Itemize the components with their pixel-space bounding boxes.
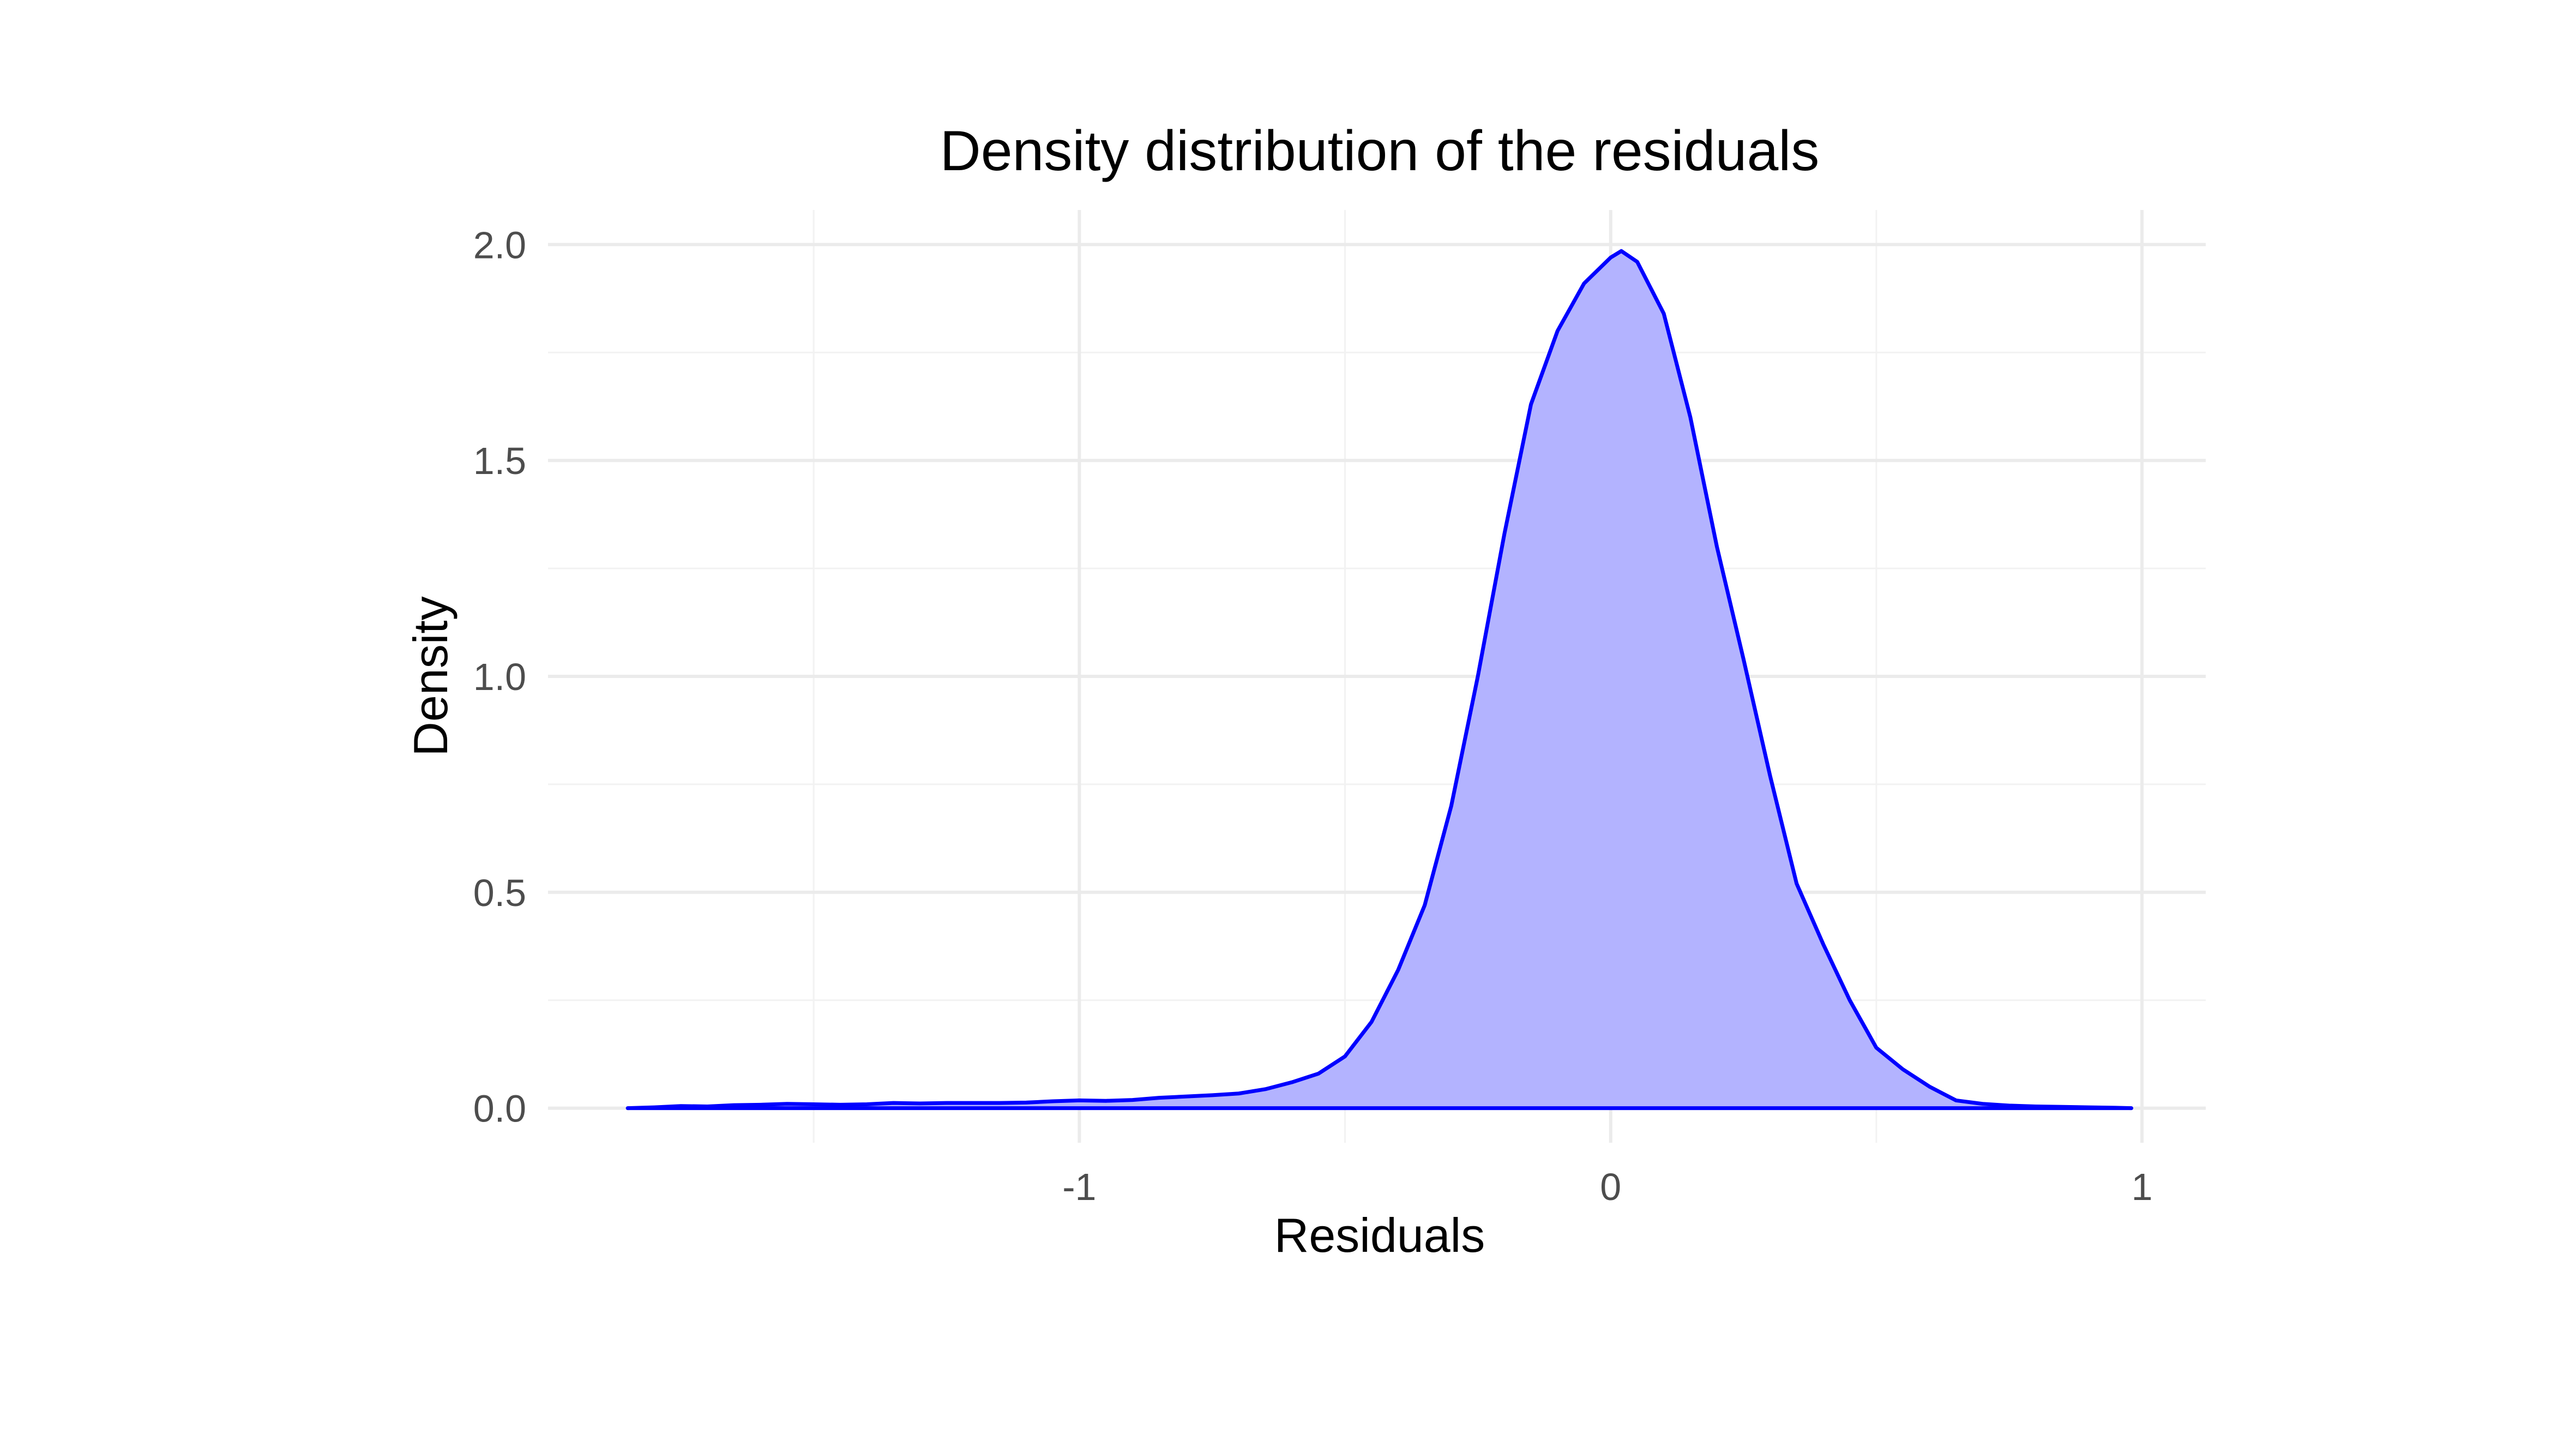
y-tick-label-4: 2.0 xyxy=(473,224,526,266)
area-layer xyxy=(625,249,2134,1111)
y-tick-label-1: 0.5 xyxy=(473,872,526,914)
density-area-fill-0 xyxy=(628,251,2132,1108)
y-tick-label-0: 0.0 xyxy=(473,1088,526,1130)
x-tick-label-0: -1 xyxy=(1062,1166,1096,1208)
x-axis-label: Residuals xyxy=(1274,1208,1485,1262)
y-tick-label-2: 1.0 xyxy=(473,656,526,698)
y-tick-label-3: 1.5 xyxy=(473,440,526,482)
tick-layer: 0.0 0.5 1.0 1.5 2.0 -1 0 1 xyxy=(473,224,2153,1208)
x-tick-label-1: 0 xyxy=(1600,1166,1621,1208)
grid-layer xyxy=(548,210,2206,1143)
x-tick-label-2: 1 xyxy=(2132,1166,2153,1208)
chart-title: Density distribution of the residuals xyxy=(940,119,1820,183)
density-curve-0 xyxy=(625,249,2134,1111)
y-axis-label: Density xyxy=(404,596,458,756)
